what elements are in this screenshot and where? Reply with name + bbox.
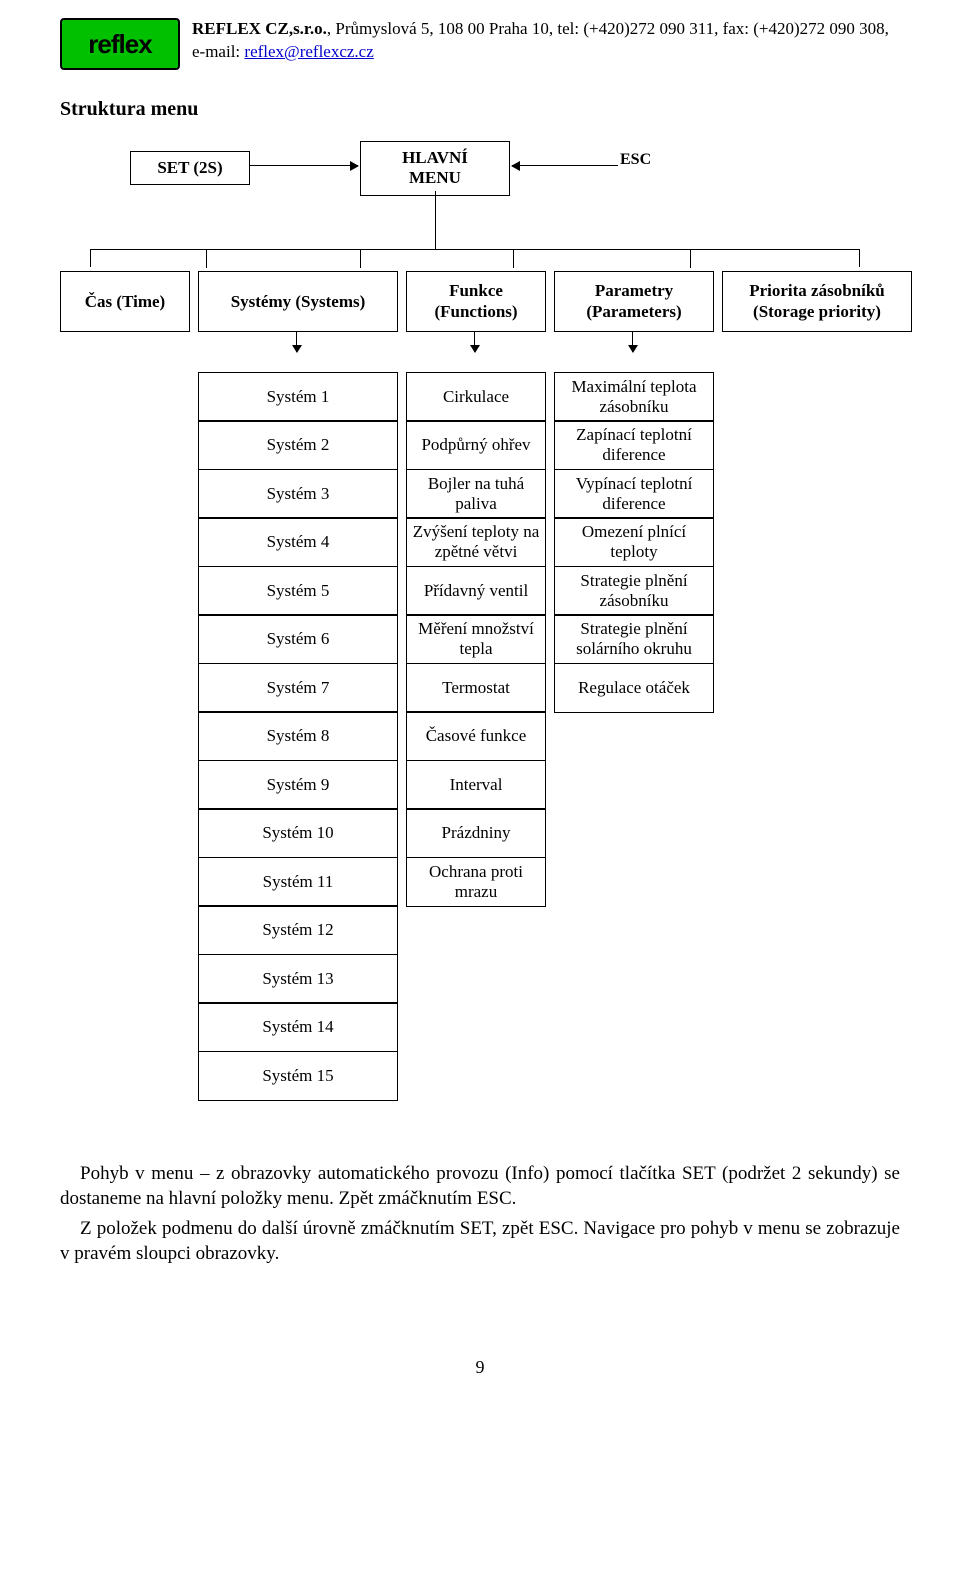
system-cell: Systém 14 xyxy=(198,1002,398,1052)
system-cell: Systém 15 xyxy=(198,1051,398,1101)
vline-main-down xyxy=(435,191,436,249)
col-spacer xyxy=(60,372,190,1101)
paragraph-2: Z položek podmenu do další úrovně zmáčkn… xyxy=(60,1216,900,1267)
parameter-cell: Vypínací teplotní diference xyxy=(554,469,714,519)
arrow-stubs xyxy=(60,332,900,352)
function-cell: Ochrana proti mrazu xyxy=(406,857,546,907)
stub-sys xyxy=(296,332,297,352)
cat-systems: Systémy (Systems) xyxy=(198,271,398,332)
main-menu-line1: HLAVNÍ xyxy=(402,148,468,167)
page-header: reflex REFLEX CZ,s.r.o., Průmyslová 5, 1… xyxy=(60,18,900,70)
system-cell: Systém 7 xyxy=(198,663,398,713)
function-cell: Bojler na tuhá paliva xyxy=(406,469,546,519)
arrow-set-to-main xyxy=(250,165,358,166)
cat-functions: Funkce (Functions) xyxy=(406,271,546,332)
function-cell: Interval xyxy=(406,760,546,810)
system-cell: Systém 13 xyxy=(198,954,398,1004)
parameter-cell: Omezení plnící teploty xyxy=(554,517,714,567)
menu-structure-diagram: SET (2S) HLAVNÍ MENU ESC Čas (Time) Syst… xyxy=(60,141,900,1101)
function-cell: Prázdniny xyxy=(406,808,546,858)
main-menu-line2: MENU xyxy=(409,168,461,187)
function-cell: Zvýšení teploty na zpětné větvi xyxy=(406,517,546,567)
cat-time: Čas (Time) xyxy=(60,271,190,332)
stub-param xyxy=(632,332,633,352)
parameter-cell: Maximální teplota zásobníku xyxy=(554,372,714,422)
function-cell: Termostat xyxy=(406,663,546,713)
system-cell: Systém 4 xyxy=(198,517,398,567)
company-name: REFLEX CZ,s.r.o. xyxy=(192,19,327,38)
system-cell: Systém 9 xyxy=(198,760,398,810)
system-cell: Systém 8 xyxy=(198,711,398,761)
function-cell: Přídavný ventil xyxy=(406,566,546,616)
page-number: 9 xyxy=(60,1357,900,1378)
system-cell: Systém 2 xyxy=(198,420,398,470)
function-cell: Měření množství tepla xyxy=(406,614,546,664)
system-cell: Systém 5 xyxy=(198,566,398,616)
system-cell: Systém 11 xyxy=(198,857,398,907)
system-cell: Systém 3 xyxy=(198,469,398,519)
col-systems: Systém 1 Systém 2 Systém 3 Systém 4 Syst… xyxy=(198,372,398,1101)
diagram-top-row: SET (2S) HLAVNÍ MENU ESC xyxy=(60,141,900,209)
system-cell: Systém 10 xyxy=(198,808,398,858)
col-functions: Cirkulace Podpůrný ohřev Bojler na tuhá … xyxy=(406,372,546,1101)
system-cell: Systém 1 xyxy=(198,372,398,422)
category-row: Čas (Time) Systémy (Systems) Funkce (Fun… xyxy=(60,271,900,332)
function-cell: Cirkulace xyxy=(406,372,546,422)
parameter-cell: Zapínací teplotní diference xyxy=(554,420,714,470)
parameter-cell: Strategie plnění solárního okruhu xyxy=(554,614,714,664)
box-main-menu: HLAVNÍ MENU xyxy=(360,141,510,196)
cat-storage-priority: Priorita zásobníků (Storage priority) xyxy=(722,271,912,332)
section-heading: Struktura menu xyxy=(60,98,900,121)
box-esc: ESC xyxy=(620,151,700,169)
connector-bar xyxy=(90,249,860,267)
parameter-cell: Regulace otáček xyxy=(554,663,714,713)
header-text: REFLEX CZ,s.r.o., Průmyslová 5, 108 00 P… xyxy=(192,18,900,64)
reflex-logo: reflex xyxy=(60,18,180,70)
page: reflex REFLEX CZ,s.r.o., Průmyslová 5, 1… xyxy=(0,0,960,1418)
system-cell: Systém 12 xyxy=(198,905,398,955)
function-cell: Podpůrný ohřev xyxy=(406,420,546,470)
paragraph-1: Pohyb v menu – z obrazovky automatického… xyxy=(60,1161,900,1212)
cat-parameters: Parametry (Parameters) xyxy=(554,271,714,332)
function-cell: Časové funkce xyxy=(406,711,546,761)
columns: Systém 1 Systém 2 Systém 3 Systém 4 Syst… xyxy=(60,372,900,1101)
parameter-cell: Strategie plnění zásobníku xyxy=(554,566,714,616)
system-cell: Systém 6 xyxy=(198,614,398,664)
box-set: SET (2S) xyxy=(130,151,250,185)
stub-func xyxy=(474,332,475,352)
body-text: Pohyb v menu – z obrazovky automatického… xyxy=(60,1161,900,1268)
company-email-link[interactable]: reflex@reflexcz.cz xyxy=(244,42,373,61)
col-parameters: Maximální teplota zásobníku Zapínací tep… xyxy=(554,372,714,1101)
arrow-esc-to-main xyxy=(512,165,618,166)
